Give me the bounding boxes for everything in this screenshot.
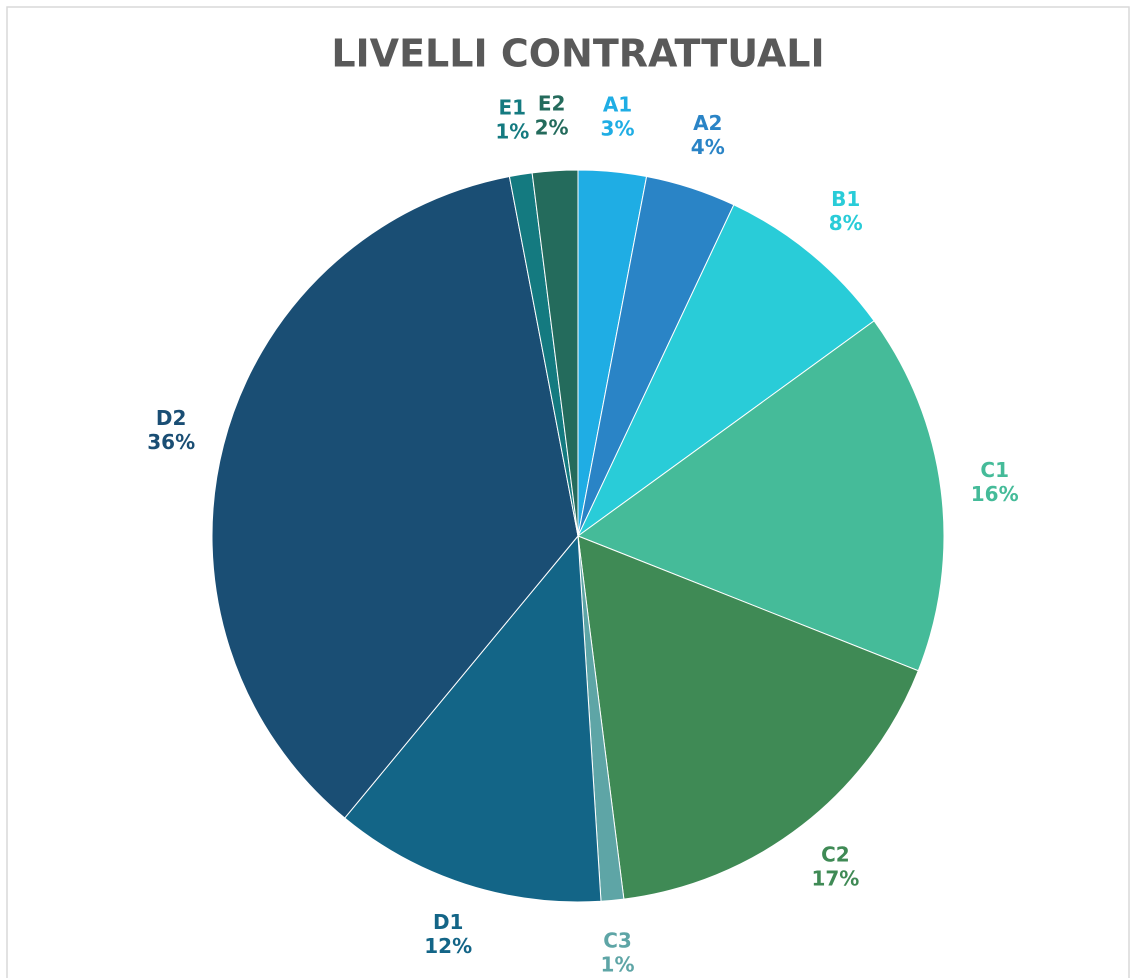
slice-value-label: 12% (424, 934, 472, 958)
slice-value-label: 16% (971, 482, 1019, 506)
slice-label: C3 (603, 929, 632, 953)
slice-value-label: 4% (691, 135, 725, 159)
slice-value-label: 3% (601, 116, 635, 140)
pie-slice (576, 320, 945, 672)
slice-label: A1 (603, 92, 632, 116)
pie-slice (577, 204, 875, 537)
slice-value-label: 8% (829, 211, 863, 235)
slice-value-label: 1% (495, 120, 529, 144)
pie-slice (343, 534, 602, 903)
slice-value-label: 2% (535, 115, 569, 139)
slice-value-label: 36% (147, 430, 195, 454)
slice-value-label: 1% (601, 953, 635, 977)
pie-slice (211, 175, 579, 819)
slice-label: C2 (821, 842, 850, 866)
slice-value-label: 17% (811, 866, 859, 890)
slice-label: C1 (980, 458, 1009, 482)
chart-title: LIVELLI CONTRATTUALI (331, 32, 824, 76)
slice-label: E2 (538, 91, 566, 115)
slice-label: D2 (156, 406, 187, 430)
pie-slice (531, 169, 579, 537)
slice-label: D1 (433, 910, 464, 934)
slice-label: E1 (499, 96, 527, 120)
pie-slice (577, 535, 919, 900)
slice-label: B1 (831, 187, 860, 211)
slice-label: A2 (693, 111, 722, 135)
